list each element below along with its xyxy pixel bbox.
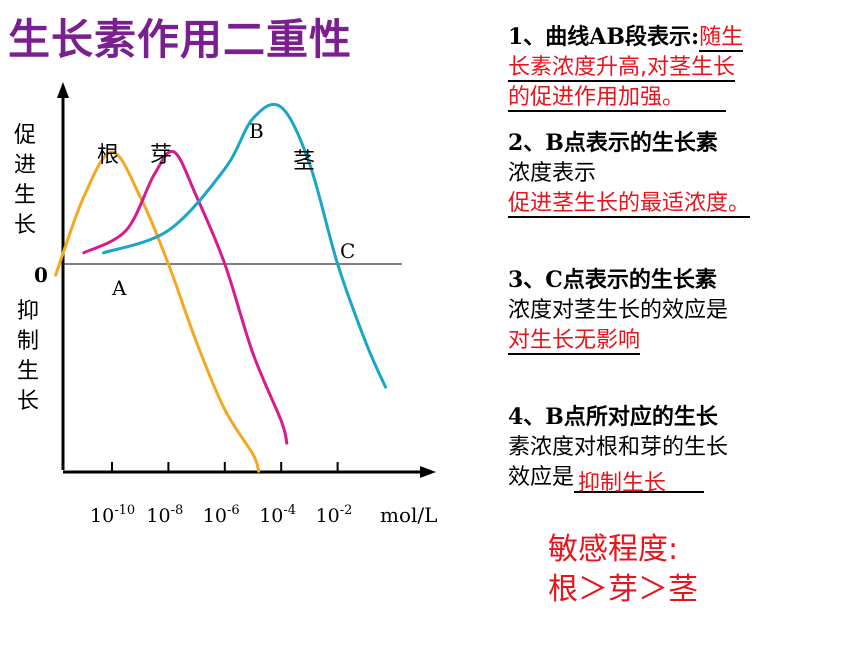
q2-answer: 促进茎生长的最适浓度。: [508, 191, 751, 218]
sensitivity-note: 敏感程度: 根＞芽＞茎: [548, 530, 698, 610]
sensitivity-line1: 敏感程度:: [548, 532, 679, 567]
point-label-b: B: [249, 119, 264, 143]
origin-label: 0: [34, 263, 48, 287]
q3-line1: 3、C点表示的生长素: [508, 267, 717, 293]
q3-answer: 对生长无影响: [508, 328, 641, 355]
q1-answer-a: 随生: [699, 25, 744, 52]
q1-answer-c: 的促进作用加强。: [508, 85, 727, 112]
q4-line3: 效应是: [508, 465, 575, 490]
x-tick-label: 10-4: [259, 503, 296, 527]
q2-line2: 浓度表示: [508, 161, 597, 186]
q4-line2: 素浓度对根和芽的生长: [508, 435, 729, 460]
series-label-root: 根: [97, 143, 119, 168]
q3-line2: 浓度对茎生长的效应是: [508, 298, 729, 323]
q1-answer-b: 长素浓度升高,对茎生长: [508, 55, 735, 82]
y-bottom-label: 抑制生长: [17, 299, 39, 414]
y-axis-arrow: [57, 82, 69, 98]
series-line-root: [54, 150, 261, 473]
y-top-label: 促进生长: [14, 123, 36, 238]
question-4: 4、B点所对应的生长 素浓度对根和芽的生长 效应是: [508, 402, 853, 493]
series-label-bud: 芽: [150, 143, 172, 168]
question-2: 2、B点表示的生长素 浓度表示 促进茎生长的最适浓度。: [508, 128, 853, 219]
q4-answer: 抑制生长: [578, 471, 667, 496]
question-3: 3、C点表示的生长素 浓度对茎生长的效应是 对生长无影响: [508, 265, 853, 356]
x-tick-label: 10-8: [146, 503, 183, 527]
question-1: 1、曲线AB段表示:随生 长素浓度升高,对茎生长 的促进作用加强。: [508, 22, 853, 113]
auxin-chart: 10-10 10-8 10-6 10-4 10-2 0 促进生长 抑制生长 根 芽 茎 …: [14, 82, 437, 527]
x-tick-label: 10-2: [316, 503, 353, 527]
x-axis-arrow: [420, 466, 436, 478]
series-label-stem: 茎: [293, 149, 315, 174]
q4-line1: 4、B点所对应的生长: [508, 404, 718, 430]
q2-line1: 2、B点表示的生长素: [508, 130, 718, 156]
point-label-a: A: [111, 276, 127, 300]
point-label-c: C: [340, 239, 355, 263]
x-unit-label: mol/L: [380, 503, 437, 527]
sensitivity-line2: 根＞芽＞茎: [548, 572, 698, 607]
page-title: 生长素作用二重性: [8, 15, 353, 64]
q4-blank: [574, 469, 705, 493]
x-tick-label: 10-10: [90, 503, 135, 527]
q1-prefix: 1、曲线AB段表示:: [508, 24, 700, 50]
series-line-stem: [102, 102, 388, 389]
series-line-bud: [82, 149, 289, 445]
x-tick-label: 10-6: [203, 503, 240, 527]
